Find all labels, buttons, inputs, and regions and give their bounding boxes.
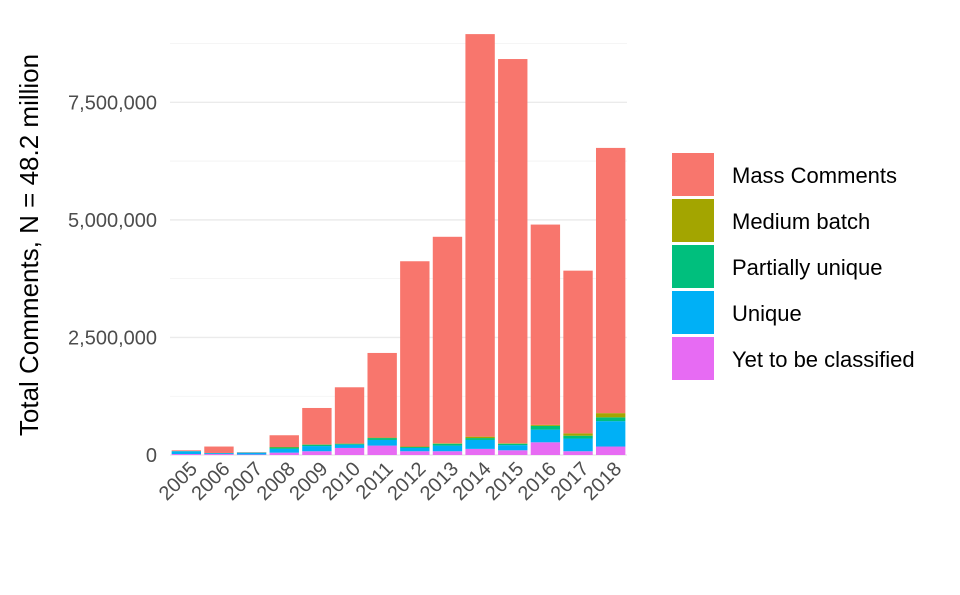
bar-segment-yet-to-be-classified-2010: [334, 447, 365, 455]
bar-segment-yet-to-be-classified-2016: [530, 442, 561, 455]
bar-segment-unique-2006: [204, 453, 234, 455]
bar-segment-mass-comments-2013: [432, 236, 463, 444]
bar-segment-medium-batch-2016: [530, 424, 561, 426]
y-axis-label: Total Comments, N = 48.2 million: [14, 54, 44, 436]
bar-segment-partially-unique-2013: [432, 443, 463, 446]
bar-segment-mass-comments-2008: [269, 435, 299, 448]
bar-segment-unique-2014: [465, 439, 495, 449]
bar-segment-yet-to-be-classified-2009: [302, 451, 332, 455]
legend-swatch: [672, 291, 714, 334]
y-tick-label: 7,500,000: [68, 92, 157, 114]
bar-segment-unique-2012: [400, 447, 430, 452]
bar-segment-unique-2007: [236, 452, 267, 455]
bar-segment-partially-unique-2011: [367, 438, 397, 440]
bar-segment-mass-comments-2015: [498, 59, 528, 444]
y-axis-ticks: 0 2,500,000 5,000,000 7,500,000: [68, 92, 157, 467]
bar-segment-mass-comments-2005: [171, 450, 202, 452]
bar-segment-partially-unique-2012: [400, 447, 430, 448]
y-tick-label: 5,000,000: [68, 210, 157, 232]
bar-segment-mass-comments-2018: [595, 147, 626, 414]
bar-segment-unique-2009: [302, 446, 332, 452]
x-axis-ticks: 2005200620072008200920102011201220132014…: [155, 458, 626, 505]
legend-label: Yet to be classified: [732, 347, 915, 372]
legend-swatch: [672, 153, 714, 196]
bar-segment-mass-comments-2017: [563, 270, 593, 434]
legend-label: Medium batch: [732, 209, 870, 234]
bar-segment-yet-to-be-classified-2013: [432, 451, 463, 455]
y-tick-label: 0: [146, 445, 157, 467]
bar-segment-mass-comments-2014: [465, 34, 495, 437]
bar-segment-partially-unique-2009: [302, 444, 332, 447]
bar-segment-medium-batch-2017: [563, 433, 593, 436]
bar-segment-partially-unique-2008: [269, 447, 299, 449]
bar-segment-partially-unique-2015: [498, 443, 528, 446]
bar-segment-unique-2013: [432, 445, 463, 452]
bar-segment-mass-comments-2009: [302, 407, 332, 445]
bar-segment-unique-2008: [269, 448, 299, 453]
bar-segment-yet-to-be-classified-2017: [563, 451, 593, 455]
legend-swatch: [672, 245, 714, 288]
bar-segment-yet-to-be-classified-2008: [269, 452, 299, 455]
bar-segment-unique-2015: [498, 445, 528, 451]
bar-segment-mass-comments-2010: [334, 387, 365, 444]
bar-segment-partially-unique-2016: [530, 425, 561, 430]
gridlines: [170, 43, 627, 456]
legend-label: Mass Comments: [732, 163, 897, 188]
legend: Mass Comments Medium batch Partially uniqu…: [672, 153, 915, 380]
bar-segment-yet-to-be-classified-2018: [595, 446, 626, 455]
legend-swatch: [672, 337, 714, 380]
bars: [171, 34, 626, 455]
legend-label: Partially unique: [732, 255, 882, 280]
y-tick-label: 2,500,000: [68, 327, 157, 349]
bar-segment-unique-2011: [367, 439, 397, 446]
bar-segment-yet-to-be-classified-2015: [498, 450, 528, 455]
bar-segment-mass-comments-2012: [400, 261, 430, 447]
bar-segment-yet-to-be-classified-2005: [171, 454, 202, 455]
bar-segment-unique-2017: [563, 438, 593, 452]
bar-segment-partially-unique-2018: [595, 417, 626, 422]
bar-segment-unique-2005: [171, 451, 202, 455]
bar-segment-unique-2010: [334, 444, 365, 448]
bar-segment-yet-to-be-classified-2014: [465, 448, 495, 455]
bar-segment-partially-unique-2010: [334, 443, 365, 445]
bar-segment-mass-comments-2011: [367, 352, 397, 438]
bar-segment-mass-comments-2006: [204, 446, 234, 453]
bar-segment-yet-to-be-classified-2011: [367, 445, 397, 455]
bar-segment-mass-comments-2016: [530, 224, 561, 425]
bar-segment-yet-to-be-classified-2006: [204, 454, 234, 455]
legend-label: Unique: [732, 301, 802, 326]
bar-segment-medium-batch-2014: [465, 436, 495, 439]
bar-segment-partially-unique-2017: [563, 435, 593, 439]
bar-segment-unique-2016: [530, 429, 561, 443]
bar-segment-partially-unique-2014: [465, 438, 495, 440]
bar-segment-yet-to-be-classified-2012: [400, 451, 430, 455]
x-tick-label: 2018: [579, 458, 626, 505]
bar-segment-unique-2018: [595, 421, 626, 447]
bar-segment-medium-batch-2018: [595, 413, 626, 418]
legend-swatch: [672, 199, 714, 242]
